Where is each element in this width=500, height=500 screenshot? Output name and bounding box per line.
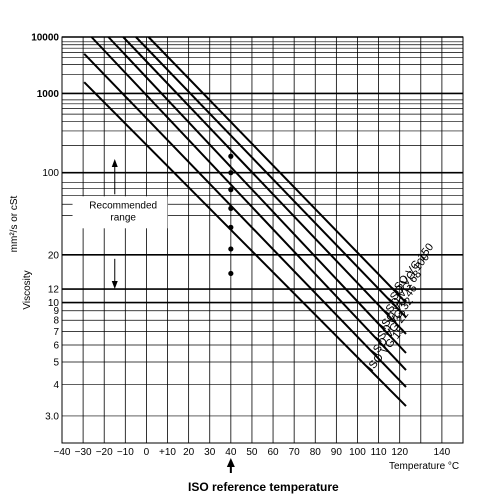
- x-tick-label: 90: [331, 447, 343, 458]
- recommended-range-label: Recommended: [89, 200, 157, 211]
- x-tick-label: 60: [267, 447, 279, 458]
- x-tick-label: 30: [204, 447, 216, 458]
- reference-point: [228, 187, 234, 193]
- y-tick-label: 10000: [31, 33, 59, 44]
- series-line: [83, 81, 407, 407]
- reference-arrow-head: [226, 458, 235, 467]
- x-tick-label: 0: [144, 447, 150, 458]
- x-tick-label: 80: [310, 447, 322, 458]
- x-tick-label: −20: [96, 447, 113, 458]
- y-tick-label: 9: [53, 306, 59, 317]
- range-arrow-up-head: [111, 158, 118, 167]
- y-axis-unit-label: mm²/s or cSt: [9, 195, 20, 252]
- range-label-box: [72, 196, 168, 229]
- y-tick-label: 100: [42, 168, 59, 179]
- y-tick-label: 5: [53, 357, 59, 368]
- plot-frame: [61, 36, 464, 444]
- x-tick-label: 50: [246, 447, 258, 458]
- reference-point: [228, 224, 234, 230]
- reference-temperature-label: ISO reference temperature: [188, 480, 339, 494]
- x-axis-ticks: −40 −30 −20 −10 0 +10 20 30 40 50 60 70 80 90 100 110 12…: [54, 447, 451, 458]
- reference-point: [228, 246, 234, 252]
- reference-points: [228, 153, 234, 277]
- reference-temperature-arrow: [226, 458, 235, 473]
- series-line: [107, 36, 407, 354]
- x-tick-label: −30: [75, 447, 92, 458]
- reference-point: [228, 205, 234, 211]
- x-tick-label: +10: [159, 447, 176, 458]
- x-tick-label: 40: [225, 447, 237, 458]
- series-line: [135, 36, 407, 318]
- x-tick-label: 120: [391, 447, 408, 458]
- reference-point: [228, 170, 234, 176]
- x-tick-label: 140: [434, 447, 451, 458]
- recommended-range-label: range: [110, 212, 136, 223]
- y-axis-label: Viscosity: [22, 270, 33, 309]
- y-tick-label: 10: [48, 298, 60, 309]
- series-line: [122, 36, 407, 335]
- x-tick-label: 110: [371, 447, 387, 458]
- y-tick-label: 4: [53, 380, 59, 391]
- x-tick-label: 70: [289, 447, 301, 458]
- y-tick-label: 3.0: [45, 411, 59, 422]
- y-tick-label: 6: [53, 340, 59, 351]
- reference-point: [228, 153, 234, 159]
- x-tick-label: 100: [349, 447, 366, 458]
- y-tick-label: 20: [48, 250, 60, 261]
- x-tick-label: −40: [54, 447, 71, 458]
- series-line: [147, 36, 407, 304]
- x-tick-label: −10: [117, 447, 134, 458]
- series-lines: [83, 36, 407, 407]
- x-tick-label: 20: [183, 447, 195, 458]
- y-tick-label: 1000: [37, 89, 60, 100]
- range-arrow-down-head: [111, 281, 118, 290]
- reference-point: [228, 270, 234, 277]
- series-line: [83, 53, 407, 388]
- grid: [61, 36, 464, 444]
- series-line: [90, 36, 407, 371]
- y-tick-label: 8: [53, 316, 59, 327]
- y-tick-label: 12: [48, 285, 60, 296]
- y-tick-label: 7: [53, 327, 59, 338]
- x-axis-label: Temperature °C: [389, 461, 459, 472]
